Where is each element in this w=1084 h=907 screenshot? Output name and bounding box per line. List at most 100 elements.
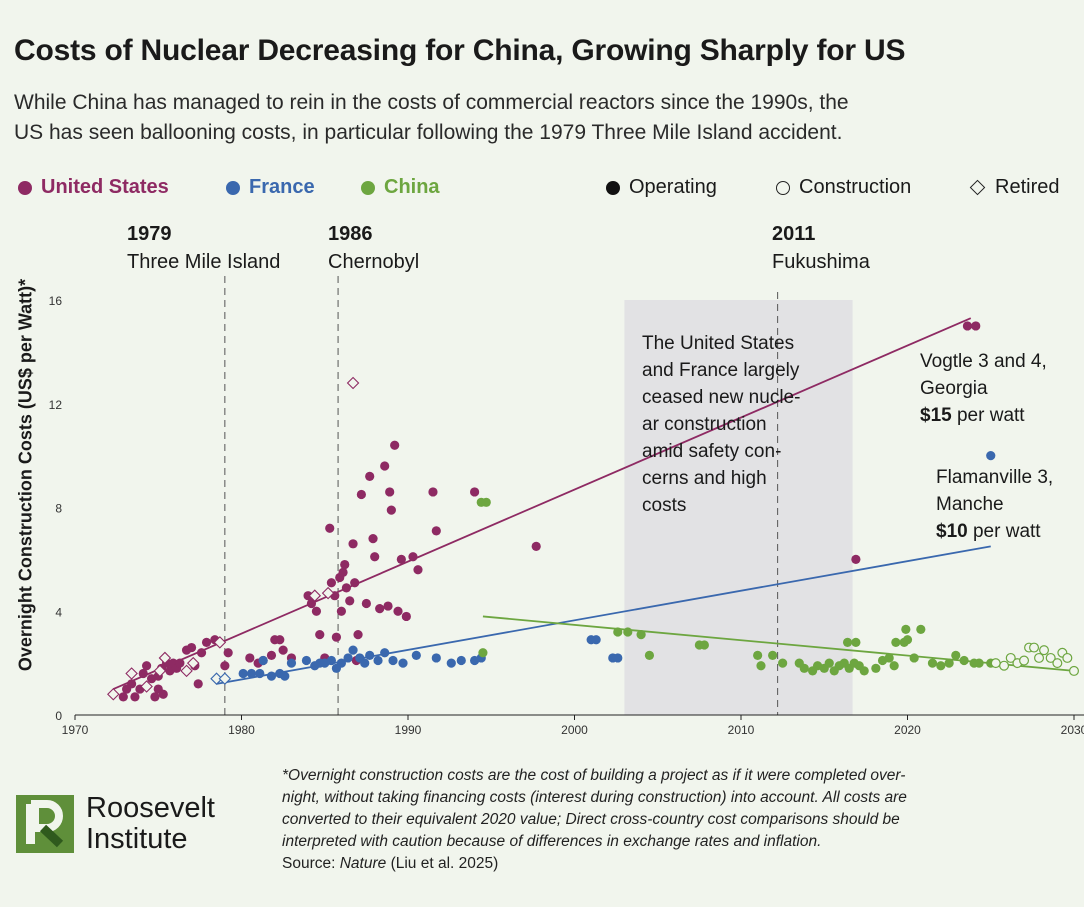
data-point-united-states [245,653,255,663]
data-point-united-states [348,539,358,549]
data-point-construction-china [1005,652,1016,663]
legend-label-retired: Retired [995,176,1060,198]
data-point-france [456,655,466,666]
data-point-united-states [130,692,140,702]
data-point-china [871,663,881,673]
callout-unit: per watt [967,521,1041,542]
data-point-retired-united-states [107,687,120,701]
data-point-retired-united-states [321,586,335,600]
data-point-united-states [266,650,277,660]
legend-label-china: China [384,176,440,198]
y-tick-label: 12 [49,398,63,412]
data-point-united-states [428,487,438,497]
event-name: Fukushima [772,251,870,273]
data-point-france [301,655,312,666]
data-point-retired-united-states [180,664,193,678]
data-point-france [286,658,297,668]
data-point-united-states [340,559,350,570]
data-point-united-states [390,440,400,450]
y-tick-label: 16 [49,294,63,308]
data-point-united-states [431,526,441,536]
legend-item-retired: Retired [969,176,1060,199]
data-point-united-states [220,661,230,671]
legend-circle-icon [361,180,375,195]
data-point-united-states [196,648,207,658]
data-point-united-states [175,658,185,668]
annotation-line: cerns and high [642,468,767,489]
footnote-line: night, without taking financing costs (i… [282,789,907,806]
annotation-line: ar construction [642,414,767,435]
filled-circle-icon [606,180,620,195]
data-point-france [326,655,337,666]
legend-label-united-states: United States [41,176,169,198]
logo-line-1: Roosevelt [86,792,215,824]
data-point-china [936,661,946,671]
data-point-france [446,658,456,668]
data-point-united-states [380,461,390,471]
logo-line-2: Institute [86,823,188,855]
callout-line: Georgia [920,378,988,399]
data-point-china [644,650,655,660]
data-point-china [842,637,853,647]
data-point-france [348,645,358,655]
footnote-line: interpreted with caution because of diff… [282,833,822,850]
data-point-france [398,658,408,668]
data-point-france [591,635,601,645]
legend-circle-icon [18,180,32,195]
legend-label-france: France [249,176,315,198]
data-point-retired-united-states [186,656,200,670]
data-point-united-states [345,596,355,606]
data-point-france [380,648,390,658]
data-point-china [613,627,623,637]
data-point-france [343,653,353,663]
data-point-united-states [150,692,160,702]
data-point-china [927,658,938,668]
subtitle-line-2: US has seen ballooning costs, in particu… [14,121,843,144]
roosevelt-institute-logo: Roosevelt Institute [16,793,215,855]
data-point-china [902,635,913,645]
data-point-united-states [325,523,335,533]
data-point-france [246,668,257,679]
data-point-retired-france [218,672,232,685]
data-point-construction-china [1062,652,1073,663]
data-point-france [360,658,370,668]
data-point-china [756,661,766,671]
footnote: *Overnight construction costs are the co… [282,765,1072,875]
legend-label-construction: Construction [799,176,912,198]
event-name: Chernobyl [328,251,420,273]
legend-label-operating: Operating [629,176,717,198]
data-point-united-states [375,604,385,614]
data-point-united-states [127,679,137,689]
data-point-france [986,451,996,461]
source-suffix: (Liu et al. 2025) [386,855,499,872]
data-point-united-states [311,606,322,616]
data-point-united-states [350,578,360,588]
x-tick-label: 1970 [62,723,89,737]
data-point-china [623,627,633,637]
x-tick-label: 2000 [561,723,588,737]
data-point-united-states [306,598,317,609]
data-point-construction-china [999,660,1010,671]
data-point-united-states [408,552,418,562]
data-point-construction-china [1019,655,1030,666]
callout-line: Vogtle 3 and 4, [920,351,1047,372]
data-point-construction-china [990,658,1001,669]
data-point-france [431,653,441,663]
legend-item-china: China [361,176,440,199]
data-point-united-states [365,471,375,481]
callout-line: Manche [936,494,1004,515]
x-tick-label: 1990 [395,723,422,737]
data-point-china [824,658,834,668]
data-point-united-states [315,629,325,640]
data-point-retired-united-states [125,667,138,680]
annotation-line: The United States [642,333,795,354]
y-tick-label: 0 [55,709,62,723]
source-publication: Nature [339,855,387,872]
data-point-united-states [393,606,403,616]
data-point-united-states [223,648,233,658]
data-point-china [699,640,709,650]
data-point-china [851,637,861,647]
data-point-construction-china [1052,658,1063,669]
open-circle-icon [776,180,790,195]
